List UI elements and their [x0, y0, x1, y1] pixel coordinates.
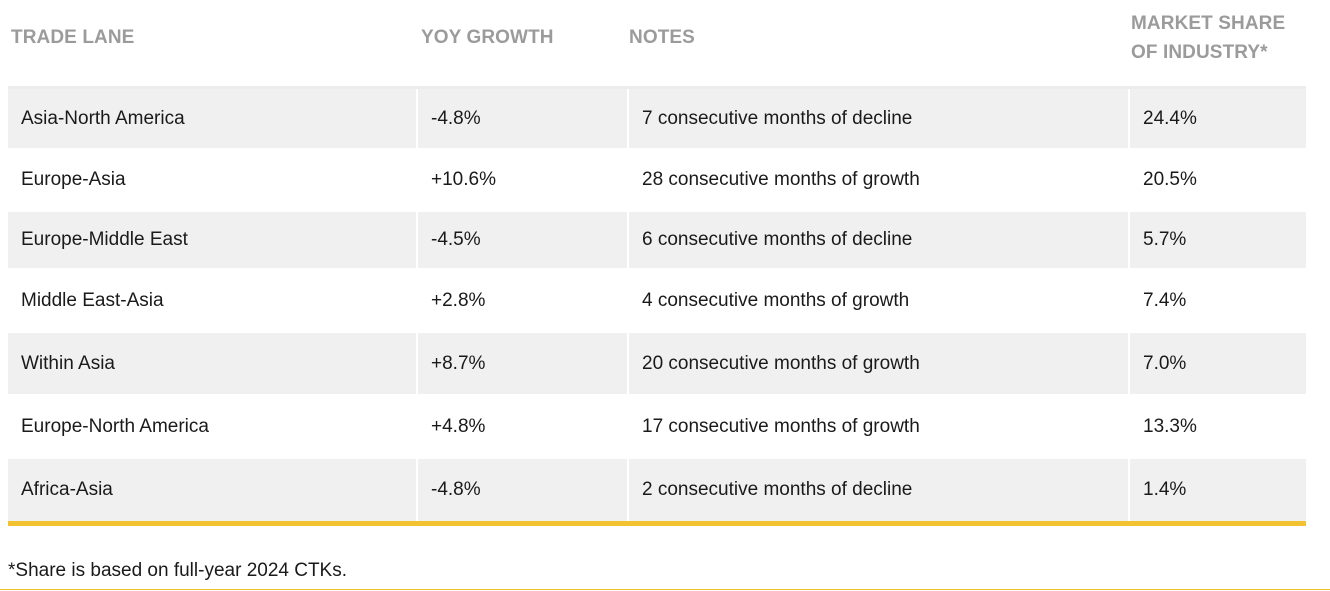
- table-row: Europe-Asia +10.6% 28 consecutive months…: [8, 148, 1306, 212]
- cell-yoy-growth: -4.5%: [418, 212, 627, 268]
- cell-market-share: 7.4%: [1143, 289, 1187, 311]
- cell-notes: 7 consecutive months of decline: [629, 89, 1128, 148]
- cell-trade-lane: Within Asia: [8, 333, 416, 394]
- cell-market-share: 5.7%: [1130, 212, 1306, 268]
- cell-notes: 2 consecutive months of decline: [629, 459, 1128, 521]
- cell-trade-lane: Middle East-Asia: [21, 289, 164, 311]
- header-market-share: MARKET SHARE OF INDUSTRY*: [1131, 9, 1301, 67]
- table-row: Europe-North America +4.8% 17 consecutiv…: [8, 394, 1306, 459]
- header-market-share-line2: OF INDUSTRY*: [1131, 42, 1268, 63]
- cell-trade-lane: Asia-North America: [8, 89, 416, 148]
- cell-market-share: 1.4%: [1130, 459, 1306, 521]
- cell-yoy-growth: -4.8%: [418, 459, 627, 521]
- page-divider: [0, 589, 1330, 590]
- cell-market-share: 13.3%: [1143, 415, 1197, 437]
- footnote: *Share is based on full-year 2024 CTKs.: [8, 560, 348, 581]
- cell-notes: 17 consecutive months of growth: [642, 415, 920, 437]
- table-bottom-rule: [8, 521, 1306, 526]
- cell-yoy-growth: +2.8%: [431, 289, 486, 311]
- cell-market-share: 20.5%: [1143, 169, 1197, 190]
- header-trade-lane: TRADE LANE: [11, 27, 135, 48]
- table-header: TRADE LANE YOY GROWTH NOTES MARKET SHARE…: [8, 0, 1306, 89]
- header-notes: NOTES: [629, 27, 695, 48]
- cell-market-share: 7.0%: [1130, 333, 1306, 394]
- cell-notes: 4 consecutive months of growth: [642, 289, 910, 311]
- cell-trade-lane: Africa-Asia: [8, 459, 416, 521]
- trade-lane-table: TRADE LANE YOY GROWTH NOTES MARKET SHARE…: [8, 0, 1306, 526]
- cell-trade-lane: Europe-Asia: [21, 169, 126, 190]
- table-row: Middle East-Asia +2.8% 4 consecutive mon…: [8, 268, 1306, 333]
- cell-notes: 20 consecutive months of growth: [629, 333, 1128, 394]
- table-row: Africa-Asia -4.8% 2 consecutive months o…: [8, 459, 1306, 521]
- cell-trade-lane: Europe-North America: [21, 415, 209, 437]
- cell-yoy-growth: -4.8%: [418, 89, 627, 148]
- table-row: Asia-North America -4.8% 7 consecutive m…: [8, 89, 1306, 148]
- table-row: Within Asia +8.7% 20 consecutive months …: [8, 333, 1306, 394]
- cell-notes: 28 consecutive months of growth: [642, 169, 920, 190]
- header-market-share-line1: MARKET SHARE: [1131, 13, 1286, 34]
- cell-trade-lane: Europe-Middle East: [8, 212, 416, 268]
- header-yoy-growth: YOY GROWTH: [421, 27, 554, 48]
- cell-market-share: 24.4%: [1130, 89, 1306, 148]
- cell-yoy-growth: +10.6%: [431, 169, 496, 190]
- cell-yoy-growth: +4.8%: [431, 415, 486, 437]
- table-row: Europe-Middle East -4.5% 6 consecutive m…: [8, 212, 1306, 268]
- cell-yoy-growth: +8.7%: [418, 333, 627, 394]
- cell-notes: 6 consecutive months of decline: [629, 212, 1128, 268]
